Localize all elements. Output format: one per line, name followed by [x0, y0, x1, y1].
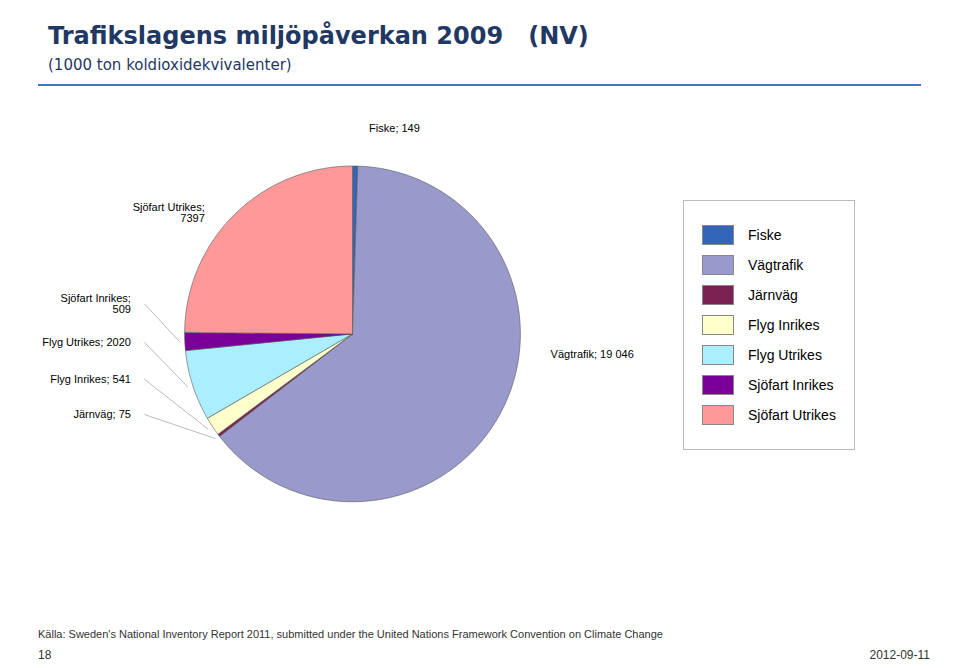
svg-text:Fiske; 149: Fiske; 149 [369, 122, 420, 134]
html-text:Järnväg: Järnväg [748, 287, 798, 303]
svg-text:Sjöfart Utrikes;7397: Sjöfart Utrikes;7397 [133, 201, 205, 224]
html-text:Källa: Sweden's National Inven: Källa: Sweden's National Inventory Repor… [38, 628, 663, 640]
svg-text:Järnväg; 75: Järnväg; 75 [73, 408, 130, 420]
html-text:Sjöfart Utrikes: Sjöfart Utrikes [748, 407, 836, 423]
html-text:Trafikslagens miljöpåverkan 20: Trafikslagens miljöpåverkan 2009 (NV) [48, 22, 589, 50]
html-text:Flyg Utrikes: Flyg Utrikes [748, 347, 822, 363]
svg-text:Flyg Inrikes; 541: Flyg Inrikes; 541 [50, 373, 131, 385]
html-text:Sjöfart Inrikes: Sjöfart Inrikes [748, 377, 834, 393]
html-text:2012-09-11: 2012-09-11 [869, 648, 930, 662]
html-text:Flyg Inrikes: Flyg Inrikes [748, 317, 820, 333]
svg-text:Flyg Utrikes; 2020: Flyg Utrikes; 2020 [42, 336, 131, 348]
html-text:Fiske: Fiske [748, 227, 782, 243]
html-text:(1000 ton koldioxidekvivalente: (1000 ton koldioxidekvivalenter) [48, 56, 292, 74]
html-text:18: 18 [38, 648, 52, 662]
svg-text:Vägtrafik; 19 046: Vägtrafik; 19 046 [551, 348, 634, 360]
html-text:Vägtrafik: Vägtrafik [748, 257, 804, 273]
svg-text:Sjöfart Inrikes;509: Sjöfart Inrikes;509 [61, 292, 131, 315]
